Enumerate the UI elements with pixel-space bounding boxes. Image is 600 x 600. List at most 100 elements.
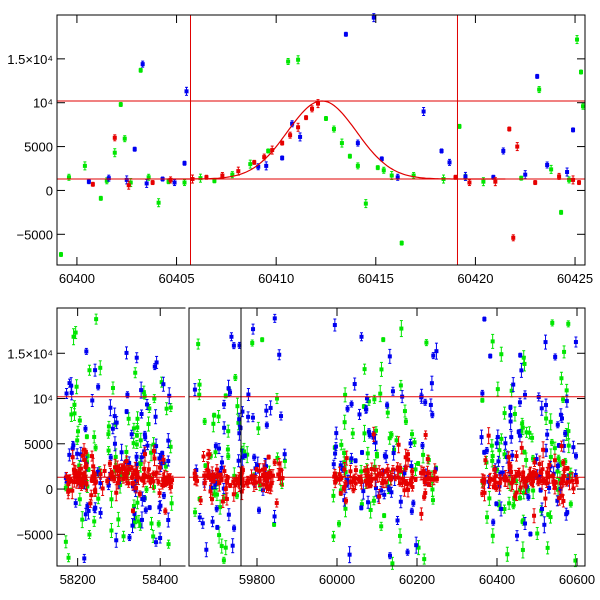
bottom-point <box>409 507 414 515</box>
bottom-point <box>522 390 527 400</box>
bottom-point <box>151 445 156 457</box>
top-point-0-42 <box>579 69 584 75</box>
top-point-0-9 <box>138 67 143 73</box>
bottom-point <box>337 473 342 485</box>
bottom-point <box>76 425 81 437</box>
top-point-1-8 <box>184 86 189 96</box>
bottom-point <box>497 477 502 489</box>
bottom-point <box>272 521 277 527</box>
bottom-point <box>138 432 143 448</box>
top-point-0-2 <box>82 161 87 171</box>
bottom-point <box>408 438 413 448</box>
bottom-point <box>144 398 149 410</box>
top-point-0-39 <box>559 209 564 215</box>
bottom-point <box>561 439 566 453</box>
bottom-point <box>80 511 85 529</box>
bottom-point <box>381 337 386 343</box>
top-point-0-5 <box>112 148 117 158</box>
bottom-point <box>85 502 90 510</box>
bottom-point <box>137 490 142 498</box>
bottom-point <box>87 364 92 376</box>
bottom-point <box>509 430 514 444</box>
bottom-point <box>379 361 384 377</box>
bottom-point <box>266 454 271 460</box>
bottom-point <box>75 448 80 460</box>
bottom-point <box>201 450 206 462</box>
bottom-point <box>424 339 429 347</box>
bottom-x-tick-label: 58400 <box>142 572 178 587</box>
bottom-point <box>235 397 240 415</box>
bottom-point <box>146 416 151 432</box>
bottom-point <box>129 429 134 439</box>
bottom-point <box>144 485 149 493</box>
bottom-point <box>66 553 71 563</box>
bottom-point <box>357 408 362 420</box>
bottom-point <box>360 449 365 455</box>
bottom-point <box>398 495 403 509</box>
bottom-x-tick-label: 60400 <box>479 572 515 587</box>
bottom-point <box>274 393 279 405</box>
top-point-1-17 <box>371 13 376 23</box>
bottom-point <box>559 413 564 423</box>
top-point-1-26 <box>523 170 528 180</box>
top-panel-axes: 60400 60405 60410 60415 60420 60425 −5000 0 5000… <box>7 15 593 286</box>
top-point-2-14 <box>296 122 301 132</box>
top-point-0-19 <box>286 57 291 65</box>
bottom-point <box>221 483 226 495</box>
top-point-0-31 <box>411 172 416 180</box>
bottom-point <box>198 495 203 505</box>
bottom-point <box>381 473 386 489</box>
bottom-point <box>526 493 531 501</box>
bottom-point <box>193 507 198 517</box>
bottom-point <box>84 434 89 440</box>
bottom-point <box>398 379 403 391</box>
bottom-point <box>382 513 387 519</box>
bottom-point <box>491 518 496 526</box>
bottom-point <box>197 379 202 391</box>
top-point-0-20 <box>296 55 301 65</box>
bottom-point <box>524 426 529 438</box>
bottom-point <box>83 425 88 433</box>
bottom-point <box>423 398 428 406</box>
bottom-point <box>219 477 224 483</box>
bottom-point <box>135 423 140 433</box>
bottom-point <box>531 470 536 488</box>
bottom-point <box>164 402 169 416</box>
bottom-point <box>125 465 130 483</box>
bottom-point <box>82 553 87 563</box>
bottom-point <box>93 363 98 377</box>
bottom-point <box>231 342 236 350</box>
bottom-point <box>553 353 558 361</box>
bottom-point <box>142 495 147 503</box>
bottom-point <box>566 422 571 440</box>
bottom-point <box>413 477 418 483</box>
bottom-panel-reference-lines <box>57 396 585 478</box>
top-y-tick-label: 0 <box>46 183 53 198</box>
bottom-point <box>567 473 572 491</box>
bottom-y-tick-label: 5000 <box>24 437 53 452</box>
bottom-point <box>204 542 209 558</box>
bottom-point <box>134 439 139 449</box>
bottom-x-tick-label: 60000 <box>319 572 355 587</box>
bottom-point <box>153 537 158 547</box>
bottom-point <box>80 450 85 462</box>
bottom-point <box>413 462 418 476</box>
bottom-point <box>200 517 205 529</box>
bottom-point <box>83 507 88 521</box>
bottom-point <box>563 429 568 437</box>
bottom-point <box>568 500 573 508</box>
bottom-point <box>252 453 257 461</box>
bottom-point <box>342 462 347 478</box>
bottom-point <box>419 392 424 402</box>
bottom-point <box>545 541 550 555</box>
bottom-point <box>93 483 98 497</box>
bottom-point <box>64 471 69 481</box>
bottom-point <box>422 478 427 486</box>
bottom-point <box>507 496 512 510</box>
bottom-point <box>421 446 426 464</box>
bottom-point <box>367 431 372 439</box>
bottom-point <box>336 520 341 528</box>
bottom-point <box>390 465 395 475</box>
bottom-point <box>499 346 504 362</box>
bottom-point <box>157 460 162 476</box>
